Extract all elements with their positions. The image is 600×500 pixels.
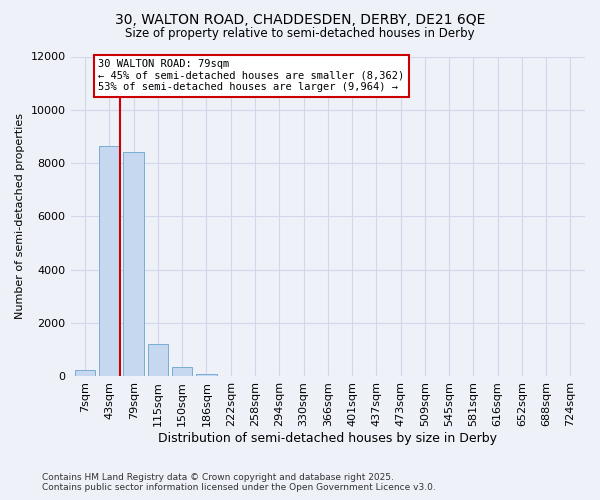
Text: 30, WALTON ROAD, CHADDESDEN, DERBY, DE21 6QE: 30, WALTON ROAD, CHADDESDEN, DERBY, DE21… — [115, 12, 485, 26]
X-axis label: Distribution of semi-detached houses by size in Derby: Distribution of semi-detached houses by … — [158, 432, 497, 445]
Text: 30 WALTON ROAD: 79sqm
← 45% of semi-detached houses are smaller (8,362)
53% of s: 30 WALTON ROAD: 79sqm ← 45% of semi-deta… — [98, 59, 404, 92]
Bar — [99, 146, 119, 376]
Bar — [148, 344, 168, 376]
Text: Contains HM Land Registry data © Crown copyright and database right 2025.
Contai: Contains HM Land Registry data © Crown c… — [42, 473, 436, 492]
Bar — [196, 374, 217, 376]
Bar — [172, 368, 193, 376]
Bar — [124, 152, 144, 376]
Y-axis label: Number of semi-detached properties: Number of semi-detached properties — [15, 114, 25, 320]
Text: Size of property relative to semi-detached houses in Derby: Size of property relative to semi-detach… — [125, 28, 475, 40]
Bar — [75, 370, 95, 376]
